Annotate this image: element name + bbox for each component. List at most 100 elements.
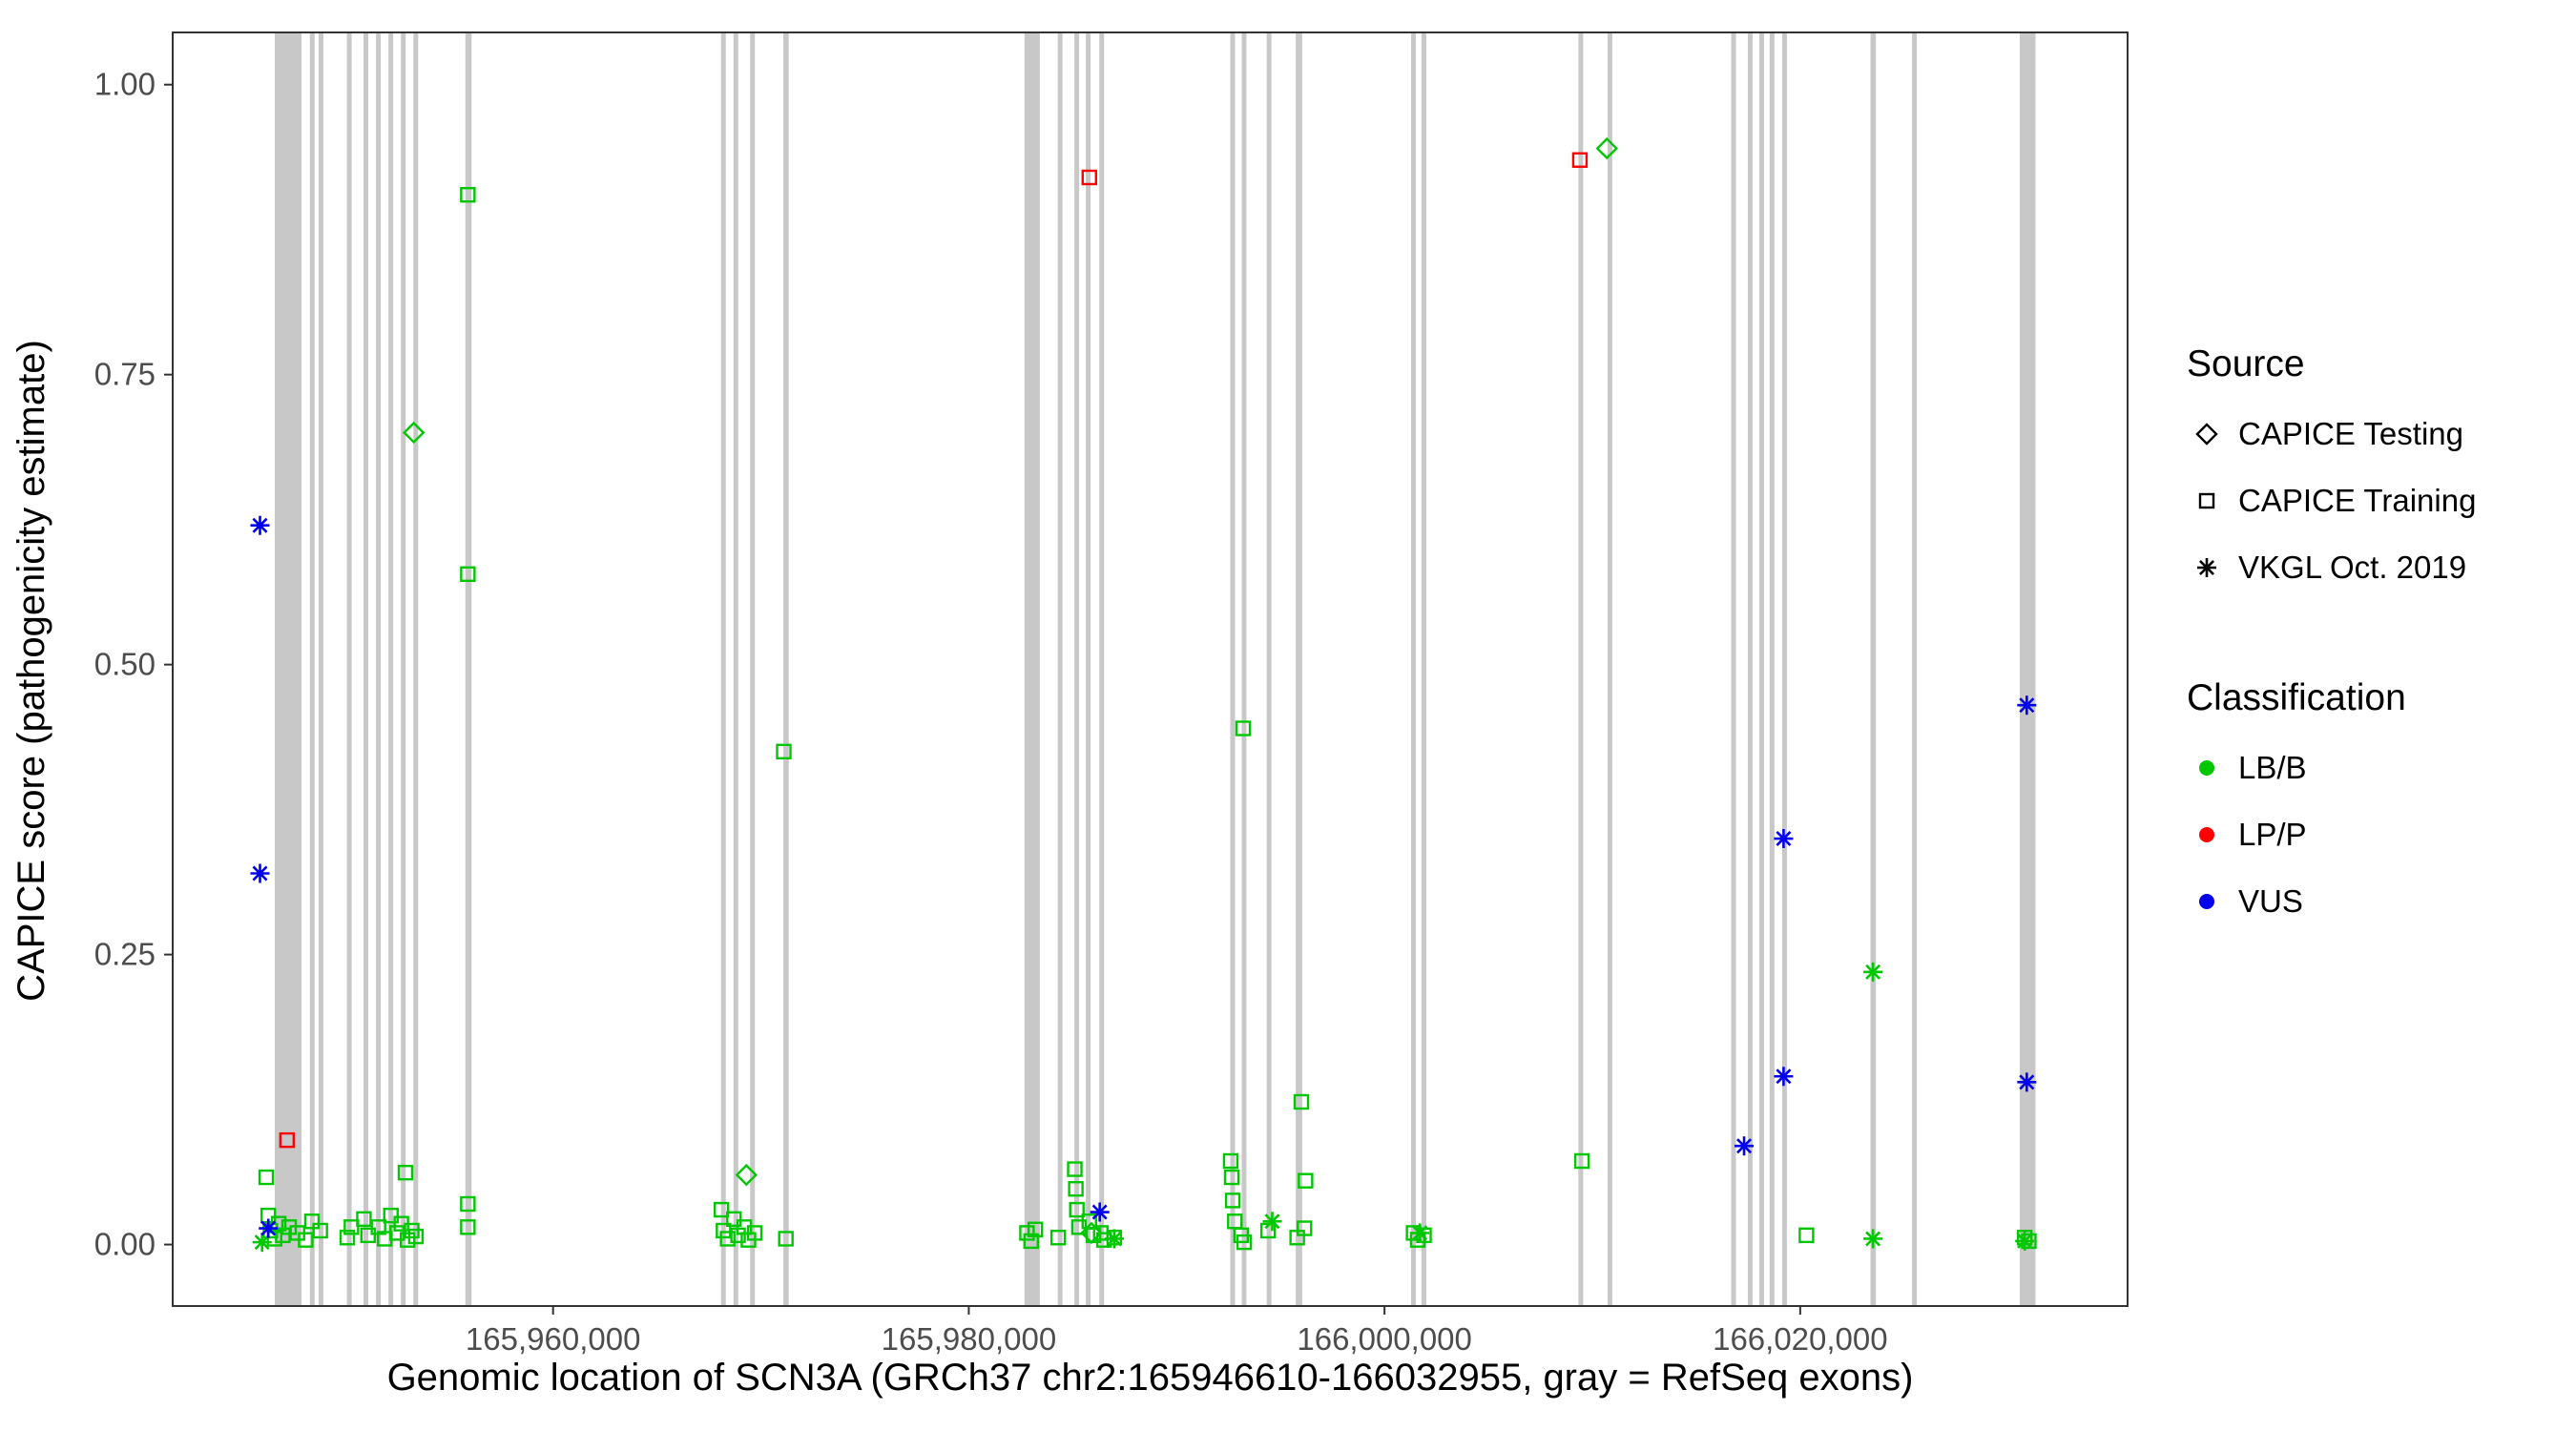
data-point: [735, 1163, 758, 1187]
legend-item-capice-testing: CAPICE Testing: [2187, 401, 2568, 467]
data-point: [298, 1232, 314, 1248]
exon-bar: [1086, 32, 1091, 1306]
data-point: [1081, 169, 1097, 186]
legend-item-capice-training: CAPICE Training: [2187, 467, 2568, 534]
exon-bar: [1578, 32, 1584, 1306]
exon-bar: [1421, 32, 1426, 1306]
legend-classification-items: LB/B LP/P VUS: [2187, 735, 2568, 935]
diamond-icon: [2195, 423, 2218, 446]
data-point: [1104, 1229, 1124, 1249]
exon-bar: [1411, 32, 1417, 1306]
circle-icon: [2199, 894, 2214, 909]
data-point: [1735, 1136, 1755, 1156]
data-point: [399, 1232, 416, 1248]
data-point: [250, 863, 270, 883]
legend-classification-section: Classification LB/B LP/P VUS: [2187, 677, 2568, 935]
legend-item-label: CAPICE Training: [2238, 483, 2477, 518]
exon-bar: [1769, 32, 1775, 1306]
data-point: [1069, 1201, 1085, 1218]
legend-source-items: CAPICE Testing CAPICE Training VKGL Oct. 2…: [2187, 401, 2568, 601]
data-point: [1090, 1202, 1110, 1222]
data-point: [1049, 1230, 1067, 1246]
data-point: [356, 1211, 372, 1228]
exon-bar: [465, 32, 472, 1306]
exon-bar: [401, 32, 406, 1306]
data-point: [407, 1228, 425, 1245]
data-point: [1223, 1169, 1240, 1186]
x-tick-label: 166,020,000: [1713, 1321, 1888, 1357]
data-point: [1235, 720, 1252, 736]
data-point: [460, 1195, 476, 1213]
data-point: [1863, 962, 1883, 982]
exon-bar: [318, 32, 323, 1306]
legend-item-vkgl-oct-2019: VKGL Oct. 2019: [2187, 534, 2568, 601]
legend-item-label: VUS: [2238, 883, 2303, 919]
legend-item-label: VKGL Oct. 2019: [2238, 550, 2467, 585]
data-point: [1297, 1220, 1313, 1236]
circle-icon: [2199, 760, 2214, 776]
exon-bar: [1266, 32, 1272, 1306]
data-point: [2017, 1072, 2037, 1092]
data-point: [1262, 1212, 1282, 1232]
data-point: [403, 421, 426, 445]
exon-bar: [1747, 32, 1753, 1306]
data-point: [252, 1233, 272, 1253]
exon-bar: [733, 32, 738, 1306]
exon-bar: [750, 32, 756, 1306]
data-point: [1236, 1234, 1253, 1251]
data-point: [250, 515, 270, 535]
data-point: [726, 1211, 742, 1228]
data-point: [746, 1225, 763, 1241]
y-tick-label: 0.50: [94, 647, 156, 682]
exon-bar: [1758, 32, 1764, 1306]
x-tick-label: 165,960,000: [466, 1321, 641, 1357]
exon-bar: [783, 32, 789, 1306]
exon-bar: [1230, 32, 1236, 1306]
data-point: [1774, 829, 1794, 849]
data-point: [266, 1231, 282, 1247]
data-point: [713, 1201, 730, 1218]
exon-bar: [1074, 32, 1080, 1306]
data-point: [1027, 1221, 1044, 1237]
data-point: [776, 743, 792, 760]
legend-item-label: LB/B: [2238, 750, 2307, 785]
exon-bar: [1731, 32, 1736, 1306]
data-point: [1863, 1229, 1883, 1249]
legend-panel: Source CAPICE Testing CAPICE Training VKGL…: [2187, 343, 2568, 935]
data-point: [360, 1227, 376, 1244]
exon-bar: [1912, 32, 1918, 1306]
y-tick-label: 0.00: [94, 1227, 156, 1262]
data-point: [460, 1219, 476, 1235]
legend-item-label: LP/P: [2238, 817, 2307, 852]
legend-item-lp-p: LP/P: [2187, 801, 2568, 868]
exon-bar: [1024, 32, 1040, 1306]
data-point: [460, 187, 476, 203]
data-point: [1573, 1152, 1590, 1170]
exon-bar: [413, 32, 419, 1306]
panel-border: [172, 31, 2129, 1307]
data-point: [1798, 1227, 1815, 1244]
data-point: [2017, 695, 2037, 716]
data-point: [1595, 136, 1618, 160]
data-point: [303, 1213, 321, 1230]
exon-bar: [376, 32, 382, 1306]
exon-bar: [1057, 32, 1063, 1306]
legend-item-vus: VUS: [2187, 868, 2568, 935]
y-tick-label: 0.25: [94, 937, 156, 972]
data-point: [460, 566, 476, 583]
data-point: [1067, 1161, 1083, 1177]
exon-bar: [388, 32, 394, 1306]
data-point: [1019, 1225, 1035, 1241]
legend-classification-title: Classification: [2187, 677, 2406, 718]
exon-bar: [1099, 32, 1105, 1306]
asterisk-icon: [2197, 558, 2216, 577]
exon-bar: [1241, 32, 1247, 1306]
data-point: [259, 1218, 279, 1238]
data-point: [1222, 1152, 1239, 1170]
data-point: [397, 1164, 414, 1181]
x-tick-label: 166,000,000: [1297, 1321, 1472, 1357]
exon-bar: [1296, 32, 1302, 1306]
data-point: [258, 1169, 275, 1186]
data-point: [1571, 152, 1589, 168]
